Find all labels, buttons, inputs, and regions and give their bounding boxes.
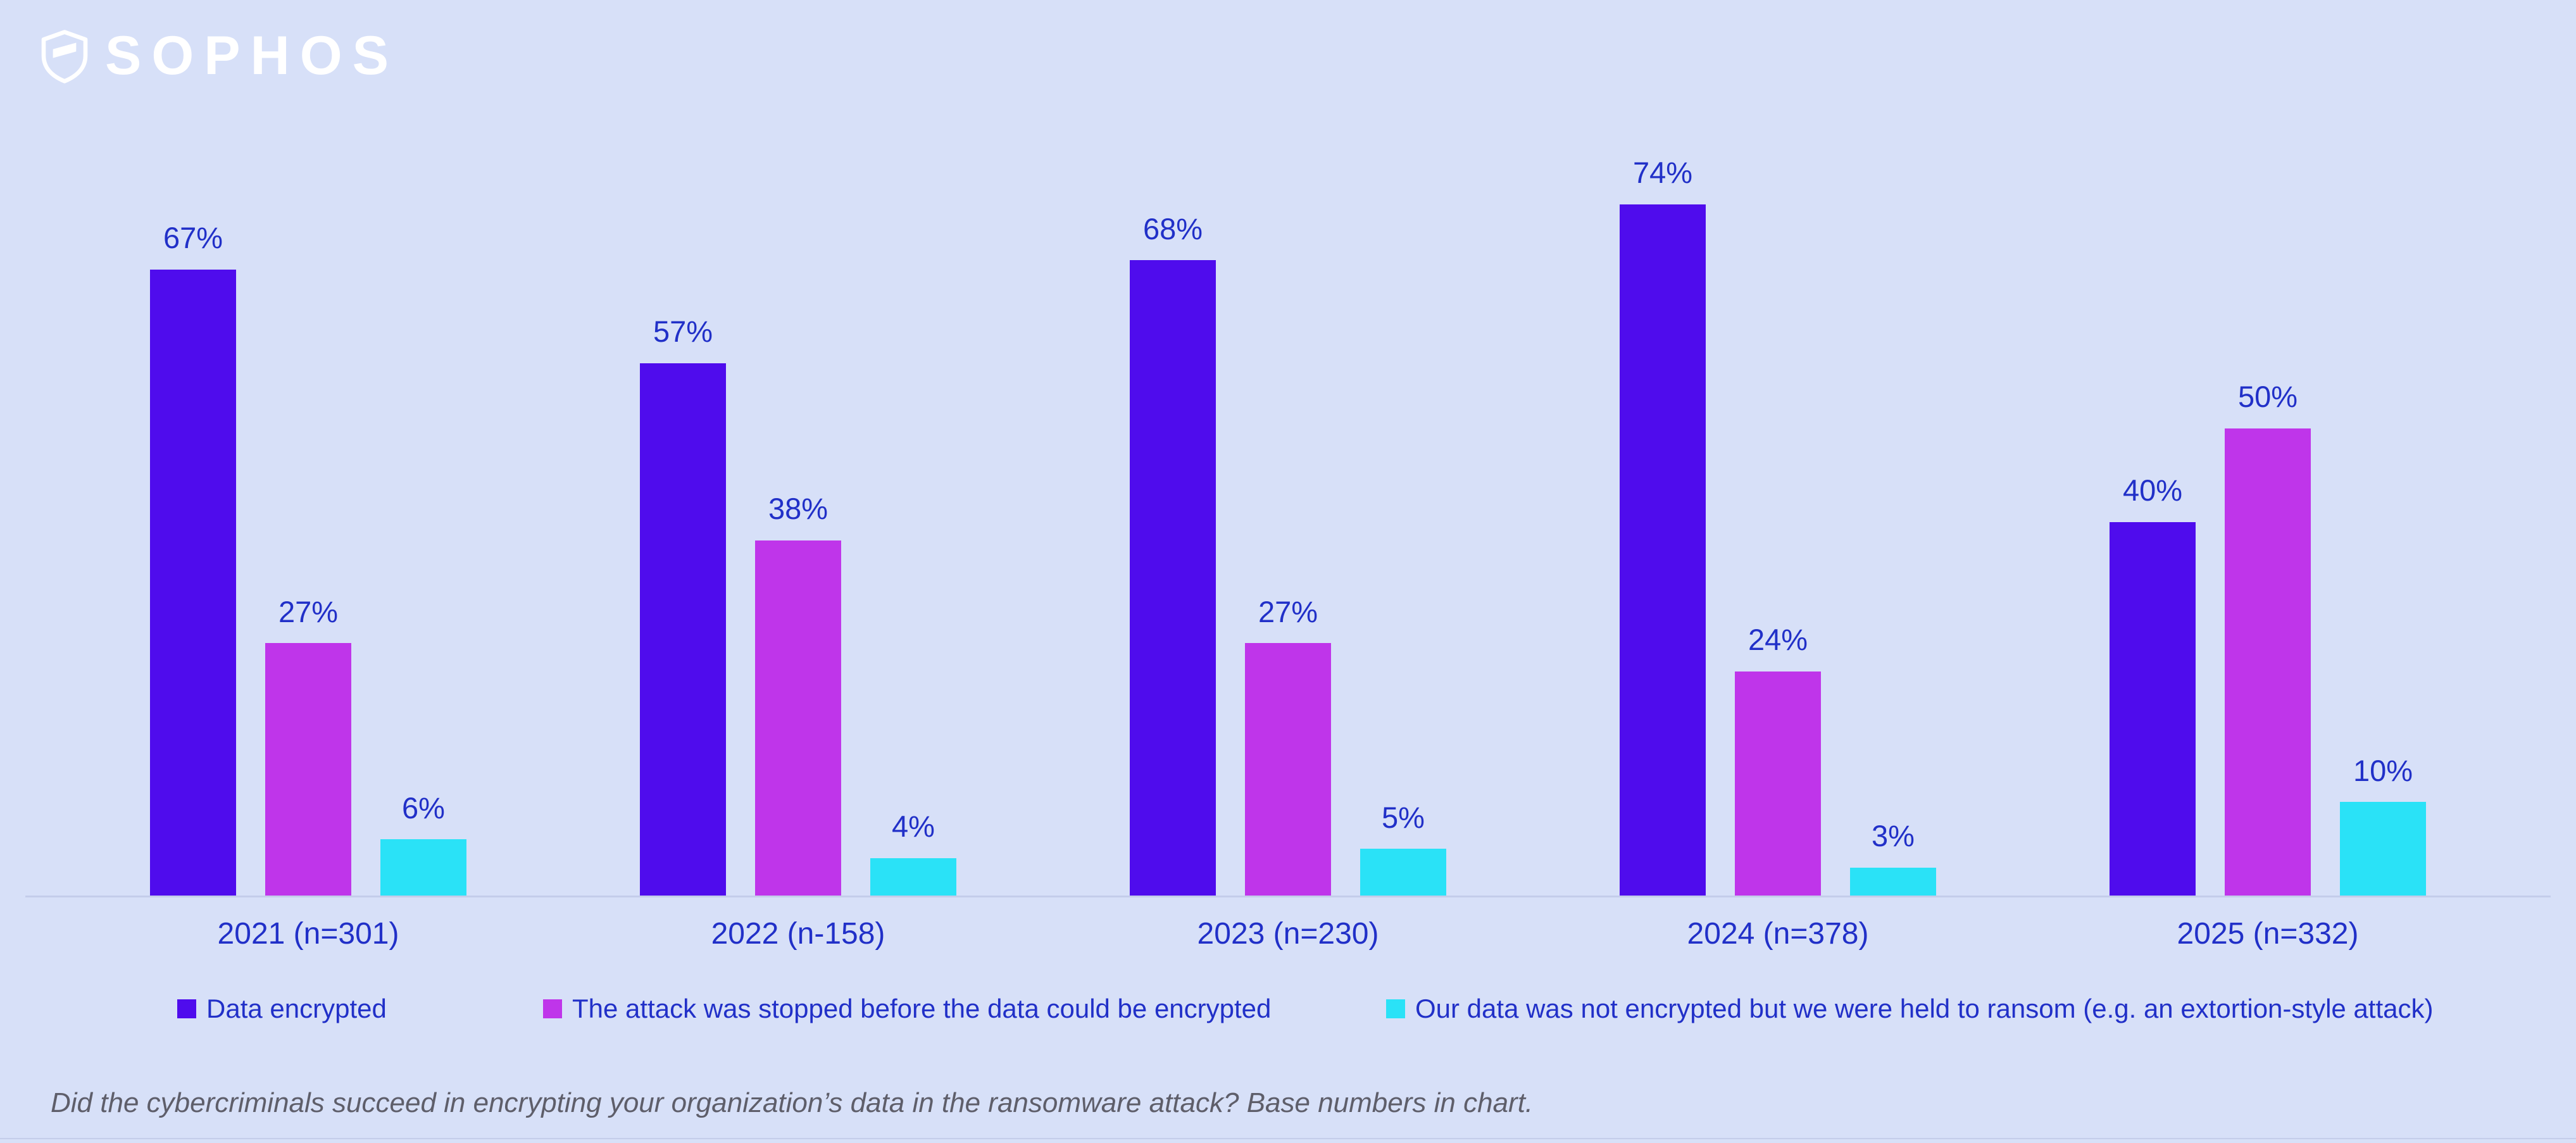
bar-value-label: 57%: [653, 315, 713, 348]
bar-column: 27%: [1245, 596, 1331, 896]
x-axis-label: 2025 (n=332): [2177, 917, 2359, 951]
bar-group: 74% 24% 3%: [1533, 0, 2023, 896]
bar-value-label: 5%: [1382, 800, 1425, 834]
sophos-shield-icon: [37, 28, 92, 84]
bar: [1620, 204, 1706, 896]
bar-value-label: 27%: [1258, 594, 1318, 628]
bar-cluster: 67% 27% 6%: [150, 222, 466, 896]
bar-column: 27%: [265, 596, 351, 896]
legend-label: Data encrypted: [206, 994, 387, 1023]
x-axis-label: 2024 (n=378): [1687, 917, 1869, 951]
bar-column: 10%: [2340, 754, 2426, 896]
legend-label: The attack was stopped before the data c…: [572, 994, 1272, 1023]
x-axis-label: 2021 (n=301): [217, 917, 399, 951]
bar: [150, 270, 236, 896]
bar-value-label: 3%: [1872, 819, 1915, 853]
x-axis-label: 2022 (n-158): [711, 917, 885, 951]
bar-value-label: 67%: [163, 221, 223, 255]
legend: Data encrypted The attack was stopped bef…: [0, 994, 2576, 1038]
legend-item: Our data was not encrypted but we were h…: [1386, 994, 2433, 1024]
x-axis-label: 2023 (n=230): [1197, 917, 1379, 951]
plot-area: 67% 27% 6% 57% 38% 4% 68% 27% 5% 74% 24% 3% 40% 50% 10…: [63, 0, 2513, 896]
bar-value-label: 68%: [1142, 211, 1203, 246]
bottom-divider: [0, 1138, 2576, 1139]
bar-value-label: 24%: [1748, 623, 1808, 657]
bar-value-label: 50%: [2237, 380, 2298, 414]
bar-group: 57% 38% 4%: [553, 0, 1043, 896]
bar-column: 6%: [380, 792, 466, 896]
bar: [755, 540, 841, 896]
bar-cluster: 74% 24% 3%: [1620, 156, 1936, 896]
x-axis-labels: 2021 (n=301) 2022 (n-158) 2023 (n=230) 2024…: [63, 916, 2513, 951]
bar-group: 40% 50% 10%: [2023, 0, 2513, 896]
x-axis-line: [25, 896, 2551, 897]
bar: [640, 363, 726, 896]
bar-column: 24%: [1735, 623, 1821, 896]
bar-column: 50%: [2225, 380, 2311, 896]
bar-column: 4%: [870, 810, 956, 896]
bar-value-label: 27%: [278, 594, 339, 628]
bar-value-label: 74%: [1632, 156, 1693, 190]
bar: [1360, 849, 1446, 896]
bar-value-label: 38%: [768, 492, 828, 526]
bar: [1735, 671, 1821, 896]
bar-column: 5%: [1360, 801, 1446, 896]
bar-cluster: 40% 50% 10%: [2110, 380, 2426, 896]
legend-swatch-icon: [177, 999, 196, 1018]
bar-group: 67% 27% 6%: [63, 0, 553, 896]
bar-value-label: 10%: [2353, 753, 2413, 787]
bar-group: 68% 27% 5%: [1043, 0, 1533, 896]
bar-column: 3%: [1850, 820, 1936, 896]
bar: [870, 858, 956, 896]
bar-column: 68%: [1130, 211, 1216, 896]
bar-cluster: 57% 38% 4%: [640, 315, 956, 896]
bar-cluster: 68% 27% 5%: [1130, 211, 1446, 896]
bar: [1850, 867, 1936, 896]
bar-column: 38%: [755, 492, 841, 896]
legend-item: Data encrypted: [177, 994, 387, 1024]
bar: [1245, 643, 1331, 896]
chart-footnote: Did the cybercriminals succeed in encryp…: [51, 1087, 1534, 1118]
legend-item: The attack was stopped before the data c…: [543, 994, 1271, 1024]
bar: [2110, 522, 2196, 896]
bar: [1130, 260, 1216, 896]
bar-value-label: 6%: [402, 790, 445, 825]
legend-swatch-icon: [1386, 999, 1405, 1018]
bar-value-label: 4%: [892, 809, 935, 844]
bar: [265, 643, 351, 896]
bar: [2340, 802, 2426, 896]
bar-column: 74%: [1620, 156, 1706, 896]
bar-column: 57%: [640, 315, 726, 896]
legend-swatch-icon: [543, 999, 562, 1018]
legend-label: Our data was not encrypted but we were h…: [1415, 994, 2434, 1023]
bar: [2225, 428, 2311, 896]
bar-value-label: 40%: [2122, 473, 2183, 507]
bar: [380, 839, 466, 896]
sophos-logo: SOPHOS: [37, 28, 399, 84]
bar-column: 67%: [150, 222, 236, 896]
bar-column: 40%: [2110, 474, 2196, 896]
sophos-wordmark: SOPHOS: [105, 25, 399, 86]
